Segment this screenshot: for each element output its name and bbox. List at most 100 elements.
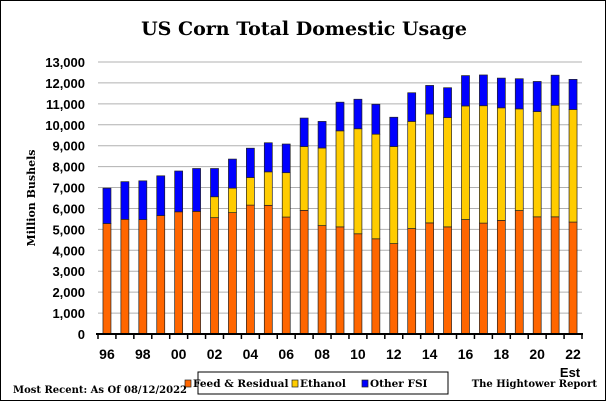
bar-segment-ethanol — [479, 105, 488, 224]
x-tick-label: 02 — [207, 346, 223, 362]
x-tick-label: 96 — [99, 346, 115, 362]
legend-swatch — [361, 379, 369, 388]
y-tick-label: 0 — [78, 327, 85, 342]
bar-segment-other-fsi — [156, 175, 166, 216]
legend-box — [197, 371, 449, 395]
bar-segment-other-fsi — [568, 79, 578, 110]
bar-segment-feed-residual — [353, 233, 363, 335]
bar-segment-ethanol — [246, 177, 255, 206]
bar-segment-other-fsi — [263, 142, 273, 173]
bar-segment-other-fsi — [389, 116, 399, 147]
bar-segment-other-fsi — [210, 168, 219, 198]
bar-segment-other-fsi — [353, 98, 363, 130]
bar-segment-ethanol — [299, 146, 309, 211]
bar-segment-feed-residual — [174, 211, 184, 335]
y-tick-label: 3,000 — [52, 264, 85, 279]
x-tick-label: 14 — [422, 346, 438, 362]
legend-label: Other FSI — [370, 378, 428, 390]
x-tick-label: 12 — [386, 346, 402, 362]
bar-segment-ethanol — [210, 196, 219, 219]
bar-segment-ethanol — [371, 133, 381, 240]
y-tick-label: 9,000 — [52, 139, 85, 154]
bar-segment-other-fsi — [550, 74, 560, 106]
y-tick-label: 11,000 — [46, 97, 85, 112]
bar-segment-other-fsi — [371, 103, 381, 135]
bar-segment-feed-residual — [425, 222, 434, 335]
x-tick-label: 06 — [278, 346, 294, 362]
bar-segment-feed-residual — [210, 217, 219, 335]
bar-segment-ethanol — [281, 172, 291, 218]
bar-segment-feed-residual — [371, 238, 381, 335]
bar-segment-ethanol — [389, 146, 399, 244]
x-tick-label: 22 — [565, 346, 581, 362]
bar-segment-feed-residual — [496, 220, 506, 335]
bar-segment-ethanol — [317, 147, 327, 226]
y-tick-label: 12,000 — [45, 76, 85, 91]
bar-segment-ethanol — [425, 113, 434, 224]
bar-segment-ethanol — [335, 130, 345, 228]
bar-segment-feed-residual — [299, 209, 309, 335]
bar-segment-feed-residual — [335, 226, 345, 335]
bar-segment-other-fsi — [317, 121, 327, 149]
bar-segment-ethanol — [568, 109, 578, 223]
bar-segment-feed-residual — [514, 210, 524, 335]
bar-segment-other-fsi — [496, 77, 506, 109]
bar-segment-feed-residual — [407, 228, 417, 335]
bar-segment-other-fsi — [479, 74, 488, 107]
y-tick-label: 5,000 — [52, 222, 85, 237]
bar-segment-other-fsi — [461, 75, 470, 107]
bar-segment-ethanol — [443, 117, 452, 228]
bar-segment-ethanol — [514, 108, 524, 211]
footer-right: The Hightower Report — [472, 379, 598, 390]
bar-segment-feed-residual — [461, 219, 470, 335]
x-tick-label: 98 — [135, 346, 151, 362]
bar-segment-ethanol — [550, 104, 560, 218]
y-tick-label: 6,000 — [52, 201, 85, 216]
x-tick-label: 04 — [243, 346, 259, 362]
bar-segment-feed-residual — [550, 216, 560, 335]
legend-label: Feed & Residual — [193, 378, 288, 390]
legend-swatch — [291, 379, 299, 388]
y-tick-label: 2,000 — [52, 285, 85, 300]
bar-segment-other-fsi — [174, 170, 184, 213]
bar-segment-ethanol — [461, 105, 470, 220]
bar-segment-feed-residual — [138, 219, 148, 335]
x-tick-label: 18 — [494, 346, 510, 362]
bar-segment-other-fsi — [102, 187, 112, 224]
y-tick-label: 13,000 — [45, 55, 85, 70]
x-tick-label: 16 — [458, 346, 474, 362]
bar-segment-ethanol — [532, 111, 542, 218]
bar-segment-feed-residual — [192, 211, 201, 335]
footer-left: Most Recent: As Of 08/12/2022 — [13, 385, 187, 396]
bar-segment-other-fsi — [281, 143, 291, 174]
bar-segment-ethanol — [496, 107, 506, 221]
bar-segment-ethanol — [228, 187, 237, 213]
legend-swatch — [184, 379, 192, 388]
y-tick-label: 7,000 — [52, 181, 85, 196]
x-tick-label: 10 — [350, 346, 366, 362]
x-tick-label: 20 — [529, 346, 545, 362]
bar-segment-feed-residual — [102, 223, 112, 335]
bar-segment-other-fsi — [443, 87, 452, 119]
y-tick-label: 8,000 — [52, 160, 85, 175]
y-tick-label: 4,000 — [52, 243, 85, 258]
bar-segment-other-fsi — [425, 85, 434, 115]
x-annotation-est: Est — [560, 365, 581, 380]
bar-segment-feed-residual — [389, 243, 399, 335]
bar-segment-feed-residual — [532, 216, 542, 335]
y-tick-label: 1,000 — [52, 306, 85, 321]
bar-segment-other-fsi — [407, 92, 417, 122]
bar-segment-ethanol — [353, 128, 363, 235]
bar-segment-other-fsi — [335, 101, 345, 132]
bar-segment-other-fsi — [228, 158, 237, 189]
bar-segment-other-fsi — [246, 147, 255, 178]
bar-segment-other-fsi — [138, 180, 148, 220]
bar-segment-feed-residual — [317, 225, 327, 335]
bar-segment-other-fsi — [192, 168, 201, 212]
y-axis-label: Million Bushels — [25, 150, 38, 247]
bar-segment-feed-residual — [120, 218, 130, 335]
bar-segment-feed-residual — [443, 226, 452, 335]
chart-title: US Corn Total Domestic Usage — [141, 18, 467, 40]
bar-segment-feed-residual — [228, 212, 237, 335]
bar-segment-feed-residual — [263, 204, 273, 335]
